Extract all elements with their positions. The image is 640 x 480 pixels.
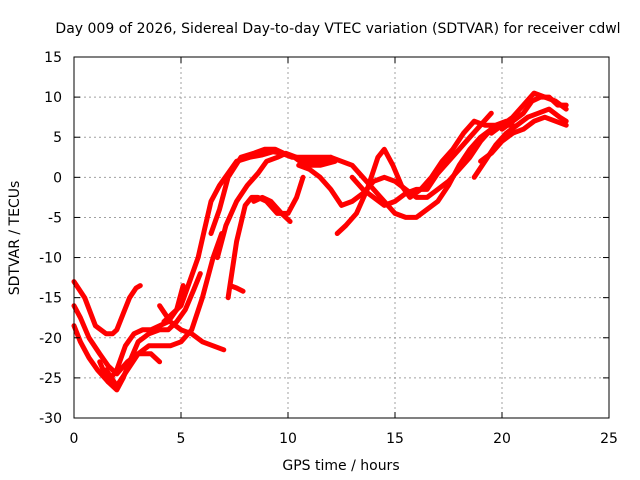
y-tick-label: -20 <box>39 331 62 347</box>
y-axis-label: SDTVAR / TECUs <box>7 181 23 296</box>
series-line-trace-14 <box>317 122 516 220</box>
y-tick-label: -10 <box>39 251 62 267</box>
x-tick-label: 15 <box>386 431 404 447</box>
x-tick-label: 5 <box>177 431 186 447</box>
series-line-trace-18 <box>478 114 569 164</box>
x-tick-label: 10 <box>279 431 297 447</box>
series-line-trace-4 <box>103 231 225 389</box>
series-line-trace-20 <box>499 94 569 132</box>
series-line-trace-8 <box>208 146 338 236</box>
chart-title: Day 009 of 2026, Sidereal Day-to-day VTE… <box>55 21 620 37</box>
x-axis-label: GPS time / hours <box>282 458 399 474</box>
series-line-trace-16 <box>349 110 494 208</box>
y-tick-label: 15 <box>44 50 62 66</box>
series-line-trace-11 <box>227 283 246 294</box>
series-line-trace-3 <box>71 271 203 393</box>
y-tick-label: -25 <box>39 371 62 387</box>
y-tick-label: -5 <box>48 210 62 226</box>
y-tick-label: 5 <box>53 130 62 146</box>
series-layer <box>71 90 569 393</box>
series-line-trace-6 <box>157 303 227 353</box>
y-tick-label: 10 <box>44 90 62 106</box>
y-tick-label: 0 <box>53 170 62 186</box>
y-tick-label: -30 <box>39 411 62 427</box>
x-tick-label: 20 <box>493 431 511 447</box>
series-line-trace-1 <box>71 279 143 337</box>
y-tick-label: -15 <box>39 291 62 307</box>
series-line-trace-12 <box>251 194 293 224</box>
grid-layer <box>74 57 609 418</box>
x-tick-label: 0 <box>70 431 79 447</box>
tick-layer: 0 5 10 15 20 25 -30 -25 -20 -15 -10 -5 0 5 10 15 <box>39 50 618 447</box>
series-line-trace-2 <box>71 303 163 377</box>
x-tick-label: 25 <box>600 431 618 447</box>
series-line-trace-9 <box>214 150 334 261</box>
plot-frame <box>73 56 610 419</box>
